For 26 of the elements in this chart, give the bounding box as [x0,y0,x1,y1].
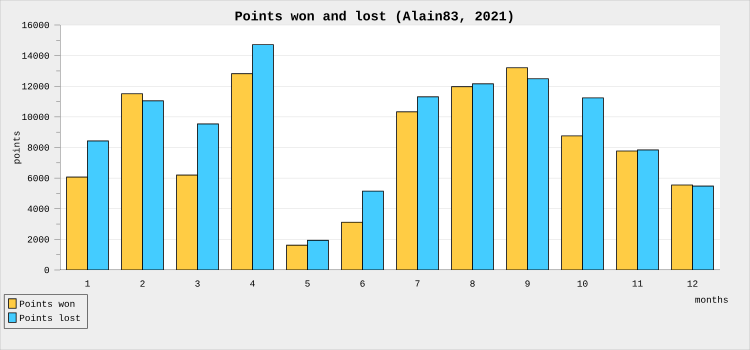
y-tick-label: 10000 [22,114,50,120]
y-tick-label: 6000 [28,174,50,182]
legend-label: Points won [20,300,74,307]
x-tick-label: 1 [85,280,90,287]
y-tick-label: 12000 [22,83,50,90]
y-tick-label: 0 [44,266,50,274]
chart-title: Points won and lost (Alain83, 2021) [236,10,512,24]
x-tick-label: 10 [578,280,588,287]
y-tick-label: 14000 [22,52,50,59]
x-tick-label: 5 [305,280,310,287]
x-tick-label: 2 [140,280,145,287]
x-tick-label: 7 [415,280,420,287]
y-tick-label: 4000 [28,206,50,212]
y-axis-title: points [12,131,22,164]
x-tick-label: 9 [525,280,530,287]
y-tick-label: 16000 [22,22,50,28]
legend-label: Points lost [20,314,80,322]
y-tick-label: 2000 [28,236,50,243]
x-axis-title: months [695,296,728,303]
x-tick-label: 6 [360,280,365,287]
x-tick-label: 8 [470,280,475,287]
x-tick-label: 3 [195,280,200,287]
x-tick-label: 11 [632,280,643,287]
y-tick-label: 8000 [28,144,50,151]
x-tick-label: 4 [250,280,255,287]
x-tick-label: 12 [688,280,698,287]
